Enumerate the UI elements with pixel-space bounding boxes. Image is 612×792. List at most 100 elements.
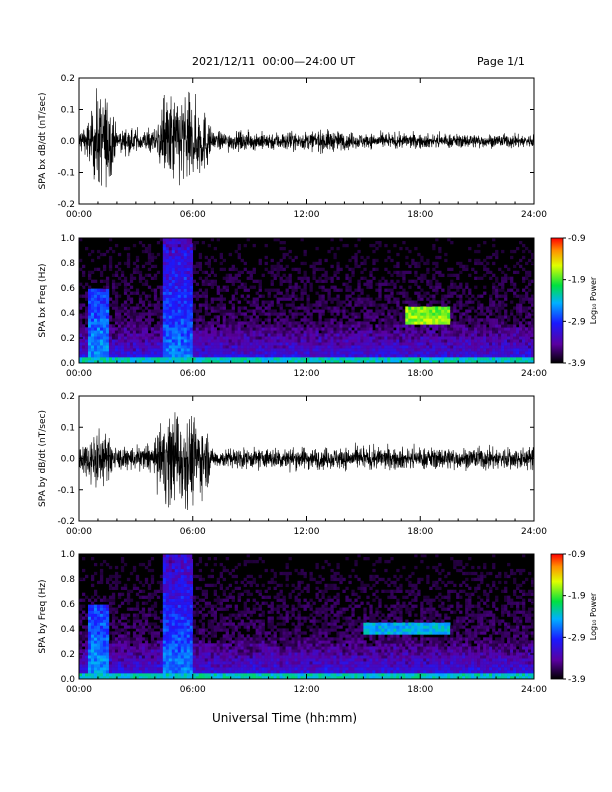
spectrogram-cell (81, 315, 86, 319)
spectrogram-cell (459, 354, 463, 358)
spectrogram-cell (96, 646, 101, 650)
spectrogram-cell (378, 243, 382, 248)
spectrogram-cell (129, 658, 134, 662)
spectrogram-cell (459, 330, 463, 334)
spectrogram-cell (288, 336, 292, 340)
spectrogram-cell (351, 351, 355, 355)
spectrogram-cell (267, 330, 271, 334)
spectrogram-cell (96, 676, 101, 680)
spectrogram-cell (228, 312, 232, 316)
spectrogram-cell (456, 273, 460, 277)
spectrogram-cell (210, 282, 214, 286)
spectrogram-cell (312, 273, 316, 277)
spectrogram-cell (414, 303, 418, 307)
spectrogram-cell (273, 294, 277, 298)
spectrogram-cell (111, 664, 116, 668)
spectrogram-cell (108, 324, 113, 328)
spectrogram-cell (492, 303, 496, 307)
spectrogram-cell (189, 238, 194, 242)
spectrogram-cell (174, 294, 179, 298)
spectrogram-cell (417, 264, 421, 269)
spectrogram-cell (519, 306, 523, 310)
spectrogram-cell (507, 315, 511, 319)
spectrogram-cell (114, 321, 119, 325)
spectrogram-cell (420, 324, 424, 328)
spectrogram-cell (432, 351, 436, 355)
spectrogram-cell (525, 246, 529, 251)
spectrogram-cell (513, 339, 517, 343)
spectrogram-cell (153, 288, 158, 292)
spectrogram-cell (426, 321, 430, 325)
spectrogram-cell (165, 282, 170, 286)
spectrogram-cell (237, 318, 241, 322)
spectrogram-cell (441, 330, 445, 334)
spectrogram-cell (108, 643, 113, 647)
spectrogram-cell (492, 238, 496, 242)
spectrogram-cell (318, 339, 322, 343)
spectrogram-cell (84, 595, 89, 599)
spectrogram-cell (147, 661, 152, 665)
spectrogram-cell (336, 288, 340, 292)
spectrogram-cell (480, 348, 484, 352)
spectrogram-cell (210, 345, 214, 349)
spectrogram-cell (99, 580, 104, 585)
spectrogram-cell (294, 306, 298, 310)
spectrogram-cell (462, 342, 466, 346)
spectrogram-cell (99, 330, 104, 334)
spectrogram-cell (135, 339, 140, 343)
spectrogram-cell (168, 667, 173, 671)
spectrogram-cell (84, 649, 89, 653)
spectrogram-cell (519, 360, 523, 364)
spectrogram-cell (84, 613, 89, 617)
spectrogram-cell (270, 264, 274, 269)
spectrogram-cell (153, 604, 158, 608)
spectrogram-cell (498, 345, 502, 349)
spectrogram-cell (183, 306, 188, 310)
spectrogram-cell (162, 646, 167, 650)
spectrogram-cell (477, 243, 481, 248)
spectrogram-cell (114, 667, 119, 671)
spectrogram-cell (486, 354, 490, 358)
spectrogram-cell (270, 345, 274, 349)
spectrogram-cell (420, 318, 424, 322)
spectrogram-cell (222, 309, 226, 313)
spectrogram-cell (126, 613, 131, 617)
spectrogram-cell (141, 336, 146, 340)
spectrogram-cell (342, 354, 346, 358)
spectrogram-cell (84, 625, 89, 629)
spectrogram-cell (105, 622, 110, 626)
spectrogram-cell (159, 327, 164, 331)
spectrogram-cell (96, 288, 101, 292)
spectrogram-cell (468, 321, 472, 325)
spectrogram-cell (246, 357, 250, 361)
spectrogram-cell (129, 625, 134, 629)
spectrogram-cell (486, 336, 490, 340)
spectrogram-cell (276, 267, 280, 272)
spectrogram-cell (162, 643, 167, 647)
spectrogram-cell (453, 345, 457, 349)
spectrogram-cell (528, 258, 532, 263)
spectrogram-cell (492, 339, 496, 343)
spectrogram-cell (126, 631, 131, 635)
spectrogram-cell (363, 261, 367, 266)
spectrogram-cell (162, 300, 167, 304)
spectrogram-cell (315, 246, 319, 251)
spectrogram-cell (309, 303, 313, 307)
spectrogram-cell (354, 321, 358, 325)
spectrogram-cell (396, 327, 400, 331)
spectrogram-cell (270, 333, 274, 337)
spectrogram-cell (141, 664, 146, 668)
spectrogram-cell (165, 592, 170, 596)
spectrogram-cell (432, 345, 436, 349)
spectrogram-cell (303, 330, 307, 334)
spectrogram-cell (402, 318, 406, 322)
spectrogram-cell (105, 354, 110, 358)
spectrogram-cell (498, 288, 502, 292)
spectrogram-cell (195, 264, 200, 269)
spectrogram-cell (525, 321, 529, 325)
spectrogram-cell (105, 670, 110, 674)
spectrogram-cell (237, 327, 241, 331)
spectrogram-cell (501, 315, 505, 319)
spectrogram-cell (426, 345, 430, 349)
spectrogram-cell (492, 336, 496, 340)
